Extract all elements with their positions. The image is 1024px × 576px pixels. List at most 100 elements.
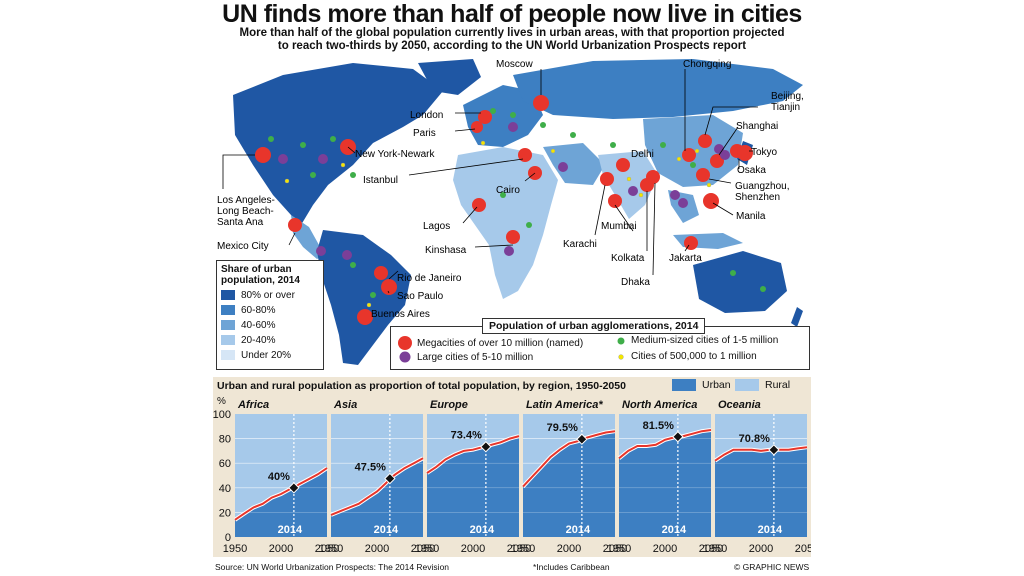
urban-line [330, 457, 424, 516]
label-leader-lines [222, 69, 758, 294]
share-legend-row: 80% or over [221, 289, 319, 301]
x-tick-label: 2050 [699, 543, 723, 555]
label-new-york: New York-Newark [355, 149, 435, 160]
share-legend-title-line-1: Share of urban [221, 264, 292, 275]
south-asia-landmass [598, 151, 658, 219]
small-city-marker [626, 176, 632, 182]
leader-shanghai [718, 126, 739, 156]
share-label: 80% or over [241, 289, 295, 301]
marker-year-label: 2014 [278, 524, 303, 536]
world-map: Moscow Chongqing Beijing, Tianjin Shangh… [213, 55, 811, 373]
small-city-marker [366, 302, 372, 308]
share-legend: Share of urban population, 2014 80% or o… [216, 260, 324, 370]
label-lagos: Lagos [423, 221, 451, 232]
small-city-marker [706, 182, 712, 188]
footer-source: Source: UN World Urbanization Prospects:… [215, 562, 450, 572]
label-istanbul: Istanbul [363, 175, 399, 186]
region-chart-title: Oceania [718, 399, 761, 411]
urban-line [618, 429, 712, 460]
share-legend-title: Share of urban population, 2014 [221, 264, 319, 286]
share-swatch [221, 350, 235, 360]
leader-los-angeles [222, 154, 255, 189]
urban-area [235, 468, 327, 537]
leader-paris [454, 128, 476, 132]
medium-city-marker [268, 136, 274, 142]
region-chart-title: Europe [430, 399, 468, 411]
medium-city-marker [510, 112, 516, 118]
medium-city-marker [540, 122, 546, 128]
y-tick-label: 0 [225, 532, 231, 544]
urban-area [523, 431, 615, 537]
large-city-marker [678, 198, 688, 208]
megacity-marker [288, 218, 302, 232]
megacity-marker [357, 309, 373, 325]
marker-year-label: 2014 [470, 524, 495, 536]
x-tick-label: 1950 [319, 543, 343, 555]
leader-manila [712, 202, 734, 216]
share-legend-row: Under 20% [221, 349, 319, 361]
marker-year-label: 2014 [662, 524, 687, 536]
megacity-marker [608, 194, 622, 208]
marker-year-label: 2014 [374, 524, 399, 536]
x-tick-label: 2050 [603, 543, 627, 555]
medium-city-marker [490, 108, 496, 114]
label-beijing: Beijing, Tianjin [771, 91, 804, 113]
x-tick-label: 1950 [703, 543, 727, 555]
x-tick-label: 1950 [415, 543, 439, 555]
large-city-symbol [399, 351, 411, 363]
large-city-marker [318, 154, 328, 164]
label-delhi: Delhi [631, 149, 654, 160]
standfirst-line-1: More than half of the global population … [239, 27, 785, 39]
share-label: 20-40% [241, 334, 276, 346]
marker-value-label: 47.5% [355, 462, 386, 474]
australia-landmass [693, 251, 787, 313]
x-tick-label: 2050 [507, 543, 531, 555]
megacity-marker [255, 147, 271, 163]
megacity-markers [255, 95, 753, 325]
large-city-marker [628, 186, 638, 196]
urban-line [234, 467, 328, 521]
share-legend-title-line-2: population, 2014 [221, 275, 300, 286]
large-city-marker [508, 122, 518, 132]
africa-landmass [453, 147, 558, 299]
megacity-marker [646, 170, 660, 184]
small-city-marker [694, 148, 700, 154]
y-axis-unit-label: % [217, 396, 226, 407]
medium-city-symbol [617, 337, 625, 344]
megacity-symbol [398, 336, 412, 350]
south-america-landmass [317, 230, 411, 365]
urban-line [426, 435, 520, 474]
megacity-marker [374, 266, 388, 280]
standfirst-line-2: to reach two-thirds by 2050, according t… [277, 40, 747, 52]
charts-panel-title: Urban and rural population as proportion… [217, 380, 626, 392]
leader-beijing [704, 106, 758, 136]
megacity-marker [518, 148, 532, 162]
y-tick-label: 40 [219, 483, 231, 495]
urban-legend-label: Urban [702, 379, 731, 391]
megacity-marker [600, 172, 614, 186]
marker-2014-diamond [288, 482, 300, 494]
standfirst: More than half of the global population … [200, 27, 824, 53]
leader-mexico-city [288, 232, 296, 246]
urban-legend-swatch [672, 379, 696, 391]
pop-legend-small: Cities of 500,000 to 1 million [618, 351, 757, 362]
x-tick-label: 2000 [749, 543, 773, 555]
russia-landmass [513, 59, 803, 119]
label-rio: Rio de Janeiro [397, 273, 462, 284]
medium-city-marker [690, 162, 696, 168]
x-tick-label: 1950 [607, 543, 631, 555]
large-city-marker [278, 154, 288, 164]
x-tick-label: 2000 [461, 543, 485, 555]
megacity-marker [533, 95, 549, 111]
x-tick-label: 2050 [315, 543, 339, 555]
footer-note: *Includes Caribbean [533, 562, 610, 572]
urban-area [427, 436, 519, 537]
marker-year-label: 2014 [758, 524, 783, 536]
label-mumbai: Mumbai [601, 221, 637, 232]
leader-dhaka [652, 182, 656, 276]
x-tick-label: 2000 [269, 543, 293, 555]
megacity-marker [696, 168, 710, 182]
megacity-marker [737, 145, 753, 161]
megacity-marker [506, 230, 520, 244]
share-swatch [221, 335, 235, 345]
